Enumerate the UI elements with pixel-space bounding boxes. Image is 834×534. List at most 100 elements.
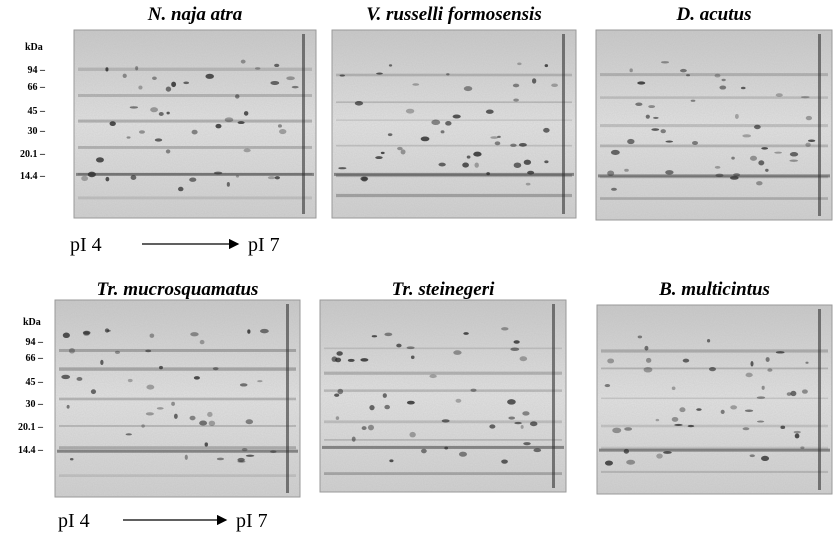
gel-band (324, 472, 562, 476)
kda-label: 14.4 – (20, 171, 46, 182)
gel-spot (441, 419, 450, 423)
gel-spot (643, 366, 653, 373)
panel-title: N. naja atra (147, 4, 243, 25)
gel-spot (611, 187, 617, 191)
panel-title: Tr. mucrosquamatus (97, 279, 259, 300)
gel-spot (410, 355, 415, 360)
gel-spot (154, 138, 163, 142)
gel-spot (714, 73, 721, 78)
gel-spot (145, 412, 154, 416)
gel-spot (156, 407, 164, 410)
gel-spot (682, 358, 690, 363)
gel-spot (522, 411, 530, 416)
gel-spot (388, 64, 393, 67)
gel-band (78, 94, 312, 97)
gel-spot (62, 332, 70, 339)
gel-spot (412, 83, 420, 86)
kda-label: 45 – (28, 106, 47, 117)
gel-spot (122, 73, 127, 79)
gel-spot (237, 121, 245, 125)
kda-label: 45 – (26, 377, 45, 388)
gel-band (601, 349, 828, 353)
gel-spot (371, 335, 378, 338)
gel-spot (387, 133, 393, 137)
gel-spot (761, 385, 765, 390)
gel-band (59, 348, 296, 352)
gel-front (57, 449, 298, 453)
gel-spot (367, 424, 375, 431)
gel-spot (648, 105, 656, 108)
gel-spot (501, 327, 509, 331)
gel-spot (742, 134, 752, 138)
gel-spot (243, 148, 251, 153)
gel-spot (663, 451, 672, 454)
gel-spot (789, 159, 799, 162)
gel-spot (529, 421, 538, 427)
gel-spot (706, 338, 711, 343)
gel-spot (665, 140, 674, 143)
gel-panel (596, 304, 833, 495)
gel-spot (458, 451, 467, 457)
gel-spot (150, 107, 158, 113)
gel-spot (610, 149, 620, 155)
gel-spot (396, 343, 402, 348)
gel-spot (361, 426, 367, 431)
gel-spot (208, 420, 216, 426)
gel-spot (604, 460, 613, 466)
gel-spot (453, 350, 462, 355)
gel-spot (334, 393, 340, 397)
gel-spot (339, 74, 345, 77)
gel-spot (279, 128, 287, 135)
gel-spot (754, 124, 761, 130)
gel-spot (183, 81, 190, 85)
gel-spot (513, 162, 522, 168)
gel-spot (801, 389, 808, 394)
gel-spot (336, 351, 343, 356)
gel-spot (533, 448, 542, 453)
gel-grain (320, 300, 566, 492)
gel-spot (462, 162, 469, 168)
gel-spot (525, 182, 531, 186)
panel-title: Tr. steinegeri (392, 279, 495, 300)
gel-spot (361, 176, 368, 182)
gel-spot (215, 123, 222, 129)
gel-spot (125, 433, 132, 436)
gel-edge (552, 304, 555, 488)
gel-spot (129, 106, 139, 109)
gel-spot (786, 392, 792, 396)
gel-spot (660, 61, 670, 64)
gel-spot (245, 419, 254, 425)
gel-spot (152, 76, 157, 81)
gel-spot (130, 174, 137, 181)
gel-spot (438, 162, 446, 167)
gel-spot (135, 66, 139, 71)
gel-front (599, 448, 830, 452)
gel-spot (517, 62, 522, 66)
gel-band (600, 197, 828, 200)
gel-spot (674, 423, 683, 426)
gel-spot (508, 416, 516, 420)
gel-spot (626, 459, 636, 465)
gel-panel (595, 29, 833, 221)
kda-label: 20.1 – (20, 149, 46, 160)
gel-spot (474, 162, 479, 168)
kda-label: 66 – (26, 353, 45, 364)
gel-spot (665, 170, 674, 175)
gel-spot (400, 149, 406, 155)
gel-spot (714, 166, 721, 169)
gel-panel (73, 29, 317, 219)
gel-spot (274, 176, 280, 180)
gel-spot (744, 409, 754, 413)
gel-spot (520, 424, 524, 429)
gel-band (600, 124, 828, 128)
gel-spot (440, 130, 445, 134)
gel-spot (690, 99, 696, 102)
panel-title: V. russelli formosensis (366, 4, 541, 25)
gel-spot (501, 459, 508, 464)
gel-spot (127, 378, 133, 383)
pi-end: pI 7 (236, 510, 268, 532)
gel-spot (105, 176, 110, 182)
gel-spot (360, 358, 369, 362)
gel-spot (740, 86, 746, 90)
pi-start: pI 4 (70, 234, 102, 256)
